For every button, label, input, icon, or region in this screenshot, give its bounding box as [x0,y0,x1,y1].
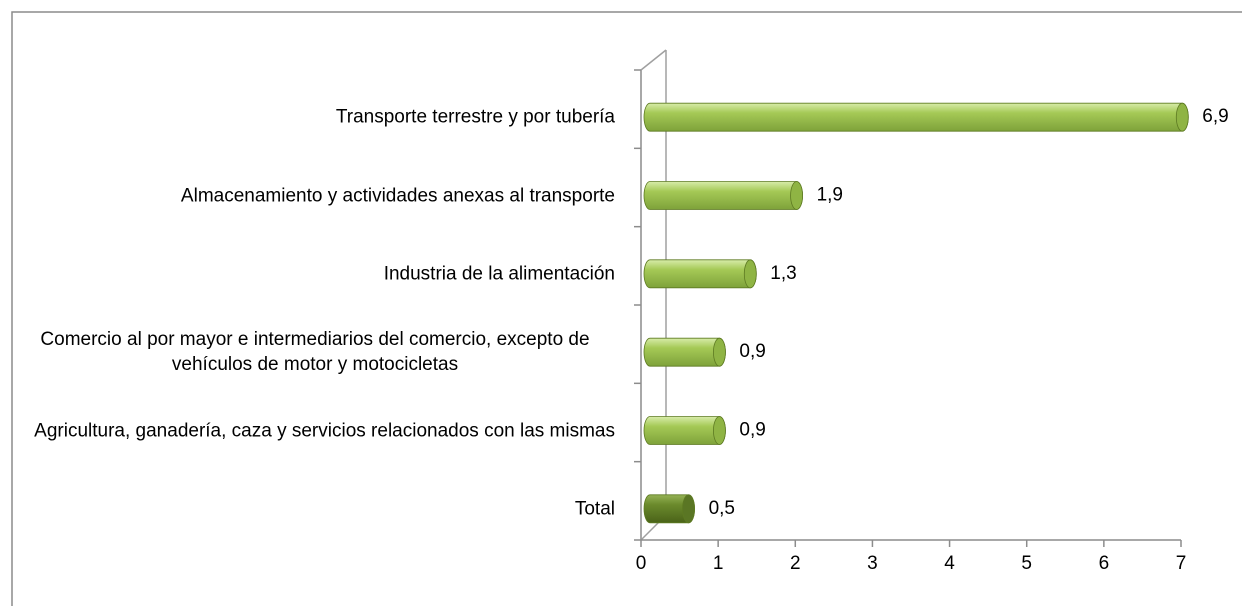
bar-cap [713,416,726,445]
x-tick-label: 6 [1099,553,1110,574]
bar [643,416,726,445]
bar [643,181,803,210]
x-tick-label: 7 [1176,553,1187,574]
x-tick-label: 1 [713,553,724,574]
value-label: 0,9 [739,341,765,362]
category-label: Comercio al por mayor e intermediarios d… [40,329,590,376]
value-label: 1,3 [770,263,796,284]
category-label: Agricultura, ganadería, caza y servicios… [34,420,615,441]
x-tick-label: 4 [944,553,955,574]
x-tick-label: 3 [867,553,878,574]
bar [643,259,757,289]
bar [643,337,726,367]
value-label: 0,9 [739,420,765,441]
value-label: 6,9 [1202,106,1228,127]
category-label: Transporte terrestre y por tubería [335,106,615,128]
bar-body [643,259,757,289]
category-label: Almacenamiento y actividades anexas al t… [180,185,615,206]
bar-cap [1175,102,1189,132]
bar-cap [790,181,803,210]
bar-cap [682,494,695,524]
chart-border [11,11,1242,606]
x-tick-label: 0 [636,553,647,574]
category-label: Total [574,498,615,520]
bar-body [643,181,803,210]
category-label: Industria de la alimentación [383,263,615,285]
value-label: 0,5 [709,498,735,519]
wall-edge [640,49,667,71]
x-tick-label: 5 [1021,553,1032,574]
value-label: 1,9 [817,185,843,206]
bar [643,102,1189,132]
bar-body [643,102,1189,132]
bar [643,494,695,524]
bar-cap [743,259,757,289]
x-tick-label: 2 [790,553,801,574]
bar-cap [713,337,726,367]
